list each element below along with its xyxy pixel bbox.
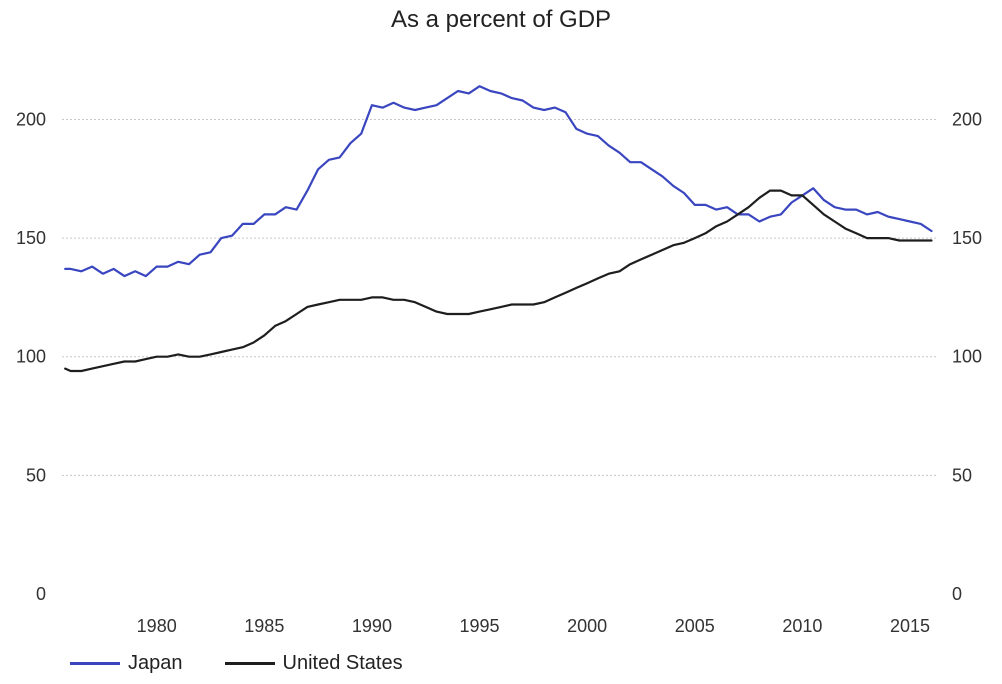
legend-item-united-states: United States [224,652,403,675]
series-line-united-states [64,189,933,373]
x-tick-1995: 1995 [460,616,500,636]
y-tick-right-200: 200 [952,109,982,129]
y-tick-right-50: 50 [952,465,972,485]
y-tick-left-200: 200 [16,109,46,129]
y-tick-left-150: 150 [16,228,46,248]
chart-title: As a percent of GDP [390,6,612,33]
x-tick-2000: 2000 [567,616,607,636]
legend-item-japan: Japan [70,652,183,675]
x-tick-1990: 1990 [352,616,392,636]
y-tick-left-50: 50 [26,465,46,485]
x-tick-1980: 1980 [137,616,177,636]
legend-label-united-states: United States [282,652,403,674]
legend-swatch-japan [70,662,120,665]
x-tick-2015: 2015 [890,616,930,636]
y-axis-left: 0 50 100 150 200 [16,109,46,604]
gridlines [62,118,938,476]
y-tick-right-150: 150 [952,228,982,248]
x-tick-2005: 2005 [675,616,715,636]
series-line-japan [64,85,933,278]
x-axis: 1980 1985 1990 1995 2000 2005 2010 2015 [137,616,930,636]
y-tick-right-100: 100 [952,347,982,367]
x-tick-1985: 1985 [244,616,284,636]
y-tick-right-0: 0 [952,584,962,604]
series-lines [64,85,933,373]
y-tick-left-0: 0 [36,584,46,604]
legend: Japan United States [70,652,445,675]
legend-swatch-united-states [224,662,275,665]
x-tick-2010: 2010 [782,616,822,636]
y-axis-right: 0 50 100 150 200 [952,109,982,604]
y-tick-left-100: 100 [16,347,46,367]
legend-label-japan: Japan [128,652,183,674]
